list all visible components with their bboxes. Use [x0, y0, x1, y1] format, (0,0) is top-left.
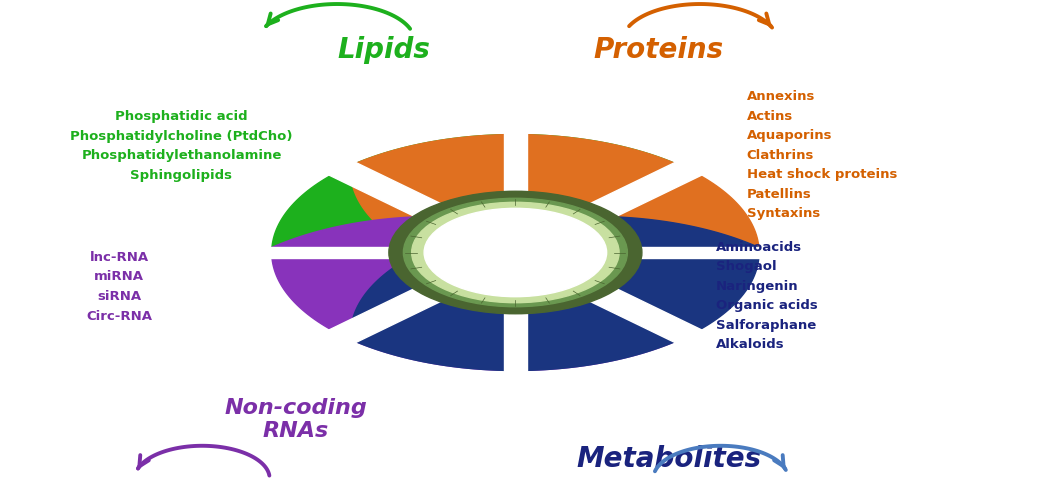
Polygon shape: [351, 217, 759, 371]
Text: Aminoacids
Shogaol
Naringenin
Organic acids
Salforaphane
Alkaloids: Aminoacids Shogaol Naringenin Organic ac…: [716, 240, 817, 351]
Text: Metabolites: Metabolites: [577, 444, 761, 472]
Text: Annexins
Actins
Aquaporins
Clathrins
Heat shock proteins
Patellins
Syntaxins: Annexins Actins Aquaporins Clathrins Hea…: [747, 90, 897, 220]
Polygon shape: [272, 217, 680, 371]
Polygon shape: [282, 140, 749, 366]
Text: Lipids: Lipids: [337, 36, 430, 64]
Polygon shape: [282, 140, 749, 366]
Text: Non-coding
RNAs: Non-coding RNAs: [224, 397, 367, 440]
Circle shape: [412, 203, 619, 303]
Polygon shape: [351, 135, 759, 289]
Text: Phosphatidic acid
Phosphatidylcholine (PtdCho)
Phosphatidylethanolamine
Sphingol: Phosphatidic acid Phosphatidylcholine (P…: [71, 110, 292, 181]
Polygon shape: [204, 247, 826, 259]
Polygon shape: [504, 103, 527, 403]
Circle shape: [403, 199, 627, 307]
Text: lnc-RNA
miRNA
siRNA
Circ-RNA: lnc-RNA miRNA siRNA Circ-RNA: [86, 250, 152, 322]
Text: Proteins: Proteins: [593, 36, 724, 64]
Circle shape: [389, 192, 642, 314]
Polygon shape: [272, 135, 680, 289]
Circle shape: [424, 209, 607, 297]
